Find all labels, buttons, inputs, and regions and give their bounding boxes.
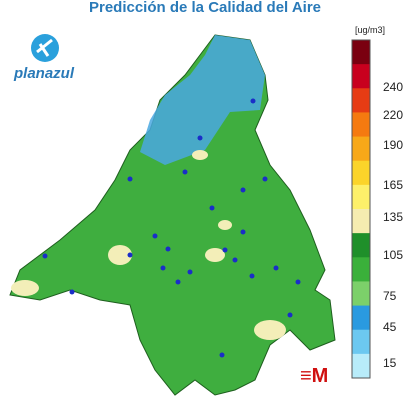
logo-mark xyxy=(36,38,53,57)
legend-tick: 135 xyxy=(383,210,403,224)
legend-tick: 15 xyxy=(383,356,397,370)
low-zones xyxy=(11,150,286,340)
north-zone xyxy=(140,35,265,165)
legend-tick: 240 xyxy=(383,80,403,94)
legend-tick: 45 xyxy=(383,320,397,334)
stations xyxy=(42,98,301,358)
legend: 240 220 190 165 135 105 75 45 15 xyxy=(351,39,403,379)
legend-swatch xyxy=(352,305,370,331)
legend-swatch xyxy=(352,184,370,210)
brand: planazul xyxy=(13,65,75,82)
legend-swatch xyxy=(352,136,370,162)
legend-swatch xyxy=(352,160,370,186)
legend-frame xyxy=(351,39,371,379)
legend-unit: [ug/m3] xyxy=(355,25,385,35)
legend-swatch xyxy=(352,209,370,234)
legend-swatch xyxy=(352,40,370,65)
institution-logo: ≡M xyxy=(300,365,328,387)
legend-swatch xyxy=(352,233,370,258)
legend-swatch xyxy=(352,64,370,89)
logo-icon xyxy=(31,34,59,62)
legend-tick: 105 xyxy=(383,248,403,262)
legend-tick: 165 xyxy=(383,178,403,192)
legend-tick: 220 xyxy=(383,108,403,122)
legend-swatch xyxy=(352,88,370,113)
legend-tick: 190 xyxy=(383,138,403,152)
legend-tick: 75 xyxy=(383,289,397,303)
title: Predicción de la Calidad del Aire xyxy=(89,0,321,16)
legend-swatch xyxy=(352,329,370,355)
legend-swatch xyxy=(352,281,370,307)
region-map xyxy=(9,34,336,396)
legend-swatch xyxy=(352,112,370,138)
legend-swatch xyxy=(352,353,370,379)
legend-swatch xyxy=(352,257,370,282)
